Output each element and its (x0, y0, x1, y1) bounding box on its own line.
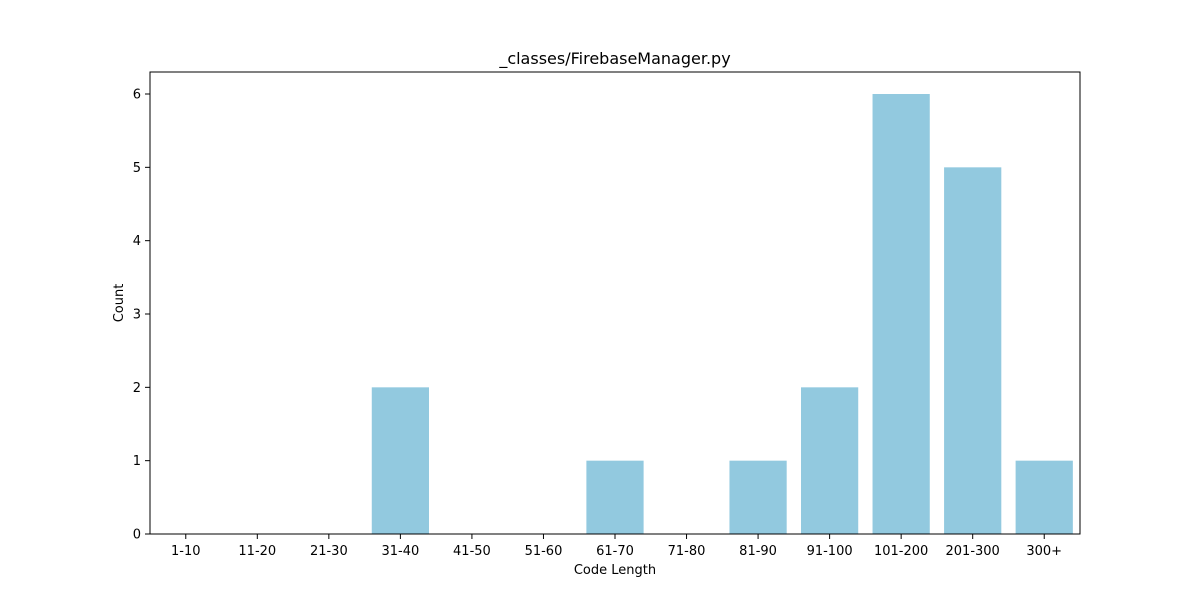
bar-101-200 (872, 94, 930, 534)
y-tick-label: 4 (133, 234, 141, 249)
bar-300+ (1015, 460, 1073, 534)
x-tick-label: 101-200 (874, 544, 928, 559)
chart-title: _classes/FirebaseManager.py (498, 49, 730, 69)
x-tick-label: 300+ (1026, 544, 1062, 559)
x-axis: 1-10 11-20 21-30 31-40 41-50 51-60 61-70 71-80 8… (171, 534, 1062, 559)
y-tick-label: 1 (133, 454, 141, 469)
x-tick-label: 21-30 (310, 544, 348, 559)
bar-91-100 (801, 387, 859, 534)
x-tick-label: 61-70 (596, 544, 634, 559)
y-axis: 0 1 2 3 4 5 6 (133, 88, 150, 543)
x-tick-label: 71-80 (668, 544, 706, 559)
y-tick-label: 6 (133, 88, 141, 103)
x-tick-label: 201-300 (946, 544, 1000, 559)
y-tick-label: 0 (133, 528, 141, 543)
x-axis-label: Code Length (574, 563, 656, 578)
bars-group (371, 94, 1073, 535)
x-tick-label: 51-60 (525, 544, 563, 559)
y-axis-label: Count (112, 284, 127, 323)
x-tick-label: 31-40 (381, 544, 419, 559)
x-tick-label: 91-100 (807, 544, 853, 559)
bar-61-70 (586, 460, 644, 534)
x-tick-label: 1-10 (171, 544, 201, 559)
x-tick-label: 81-90 (739, 544, 777, 559)
bar-81-90 (729, 460, 787, 534)
x-tick-label: 41-50 (453, 544, 491, 559)
bar-31-40 (371, 387, 429, 534)
y-tick-label: 3 (133, 308, 141, 323)
x-tick-label: 11-20 (238, 544, 276, 559)
bar-201-300 (944, 167, 1002, 535)
y-tick-label: 2 (133, 381, 141, 396)
y-tick-label: 5 (133, 161, 141, 176)
